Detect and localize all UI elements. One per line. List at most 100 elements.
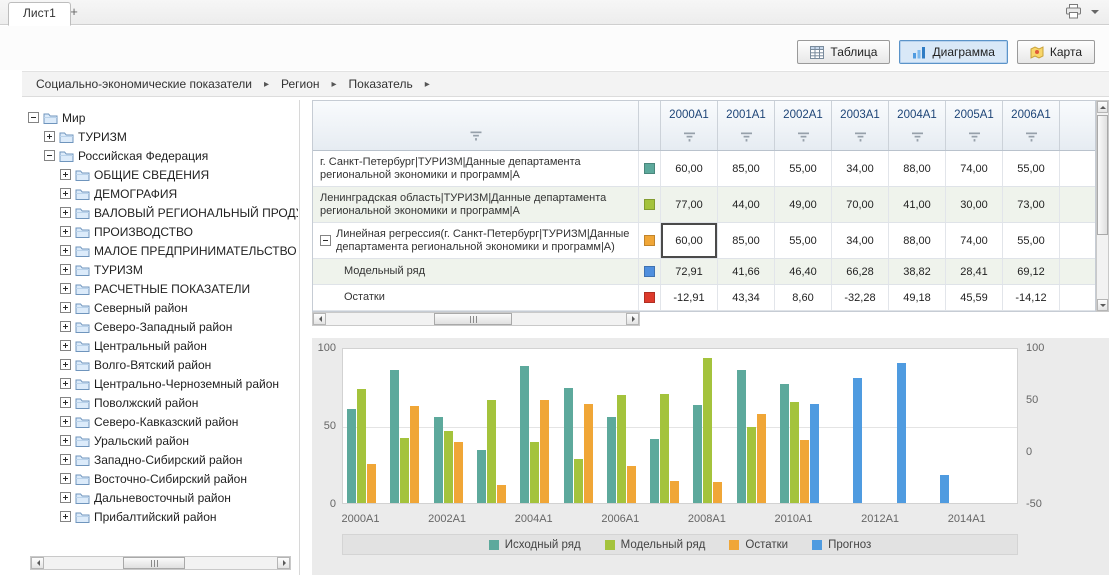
tree-item[interactable]: Дальневосточный район [22, 488, 298, 507]
legend-item-forecast[interactable]: Прогноз [812, 539, 871, 551]
tree-item[interactable]: Российская Федерация [22, 146, 298, 165]
tree-item[interactable]: Центрально-Черноземный район [22, 374, 298, 393]
tree-item[interactable]: Северо-Кавказский район [22, 412, 298, 431]
value-cell[interactable]: 30,00 [946, 187, 1003, 222]
value-cell[interactable]: -12,91 [661, 285, 718, 310]
expand-icon[interactable] [60, 321, 71, 332]
value-cell[interactable]: 55,00 [1003, 223, 1060, 258]
value-cell[interactable]: 69,12 [1003, 259, 1060, 284]
value-cell[interactable]: 55,00 [775, 151, 832, 186]
value-cell[interactable]: 85,00 [718, 223, 775, 258]
value-cell[interactable]: 45,59 [946, 285, 1003, 310]
expand-icon[interactable] [60, 302, 71, 313]
value-cell[interactable]: 43,34 [718, 285, 775, 310]
value-cell[interactable]: 44,00 [718, 187, 775, 222]
value-cell[interactable]: 55,00 [1003, 151, 1060, 186]
value-cell[interactable]: 73,00 [1003, 187, 1060, 222]
expand-icon[interactable] [60, 397, 71, 408]
row-name-cell[interactable]: Ленинградская область|ТУРИЗМ|Данные депа… [313, 187, 639, 222]
collapse-icon[interactable] [28, 112, 39, 123]
view-button-map[interactable]: Карта [1016, 40, 1095, 64]
row-name-cell[interactable]: Линейная регрессия(г. Санкт-Петербург|ТУ… [313, 223, 639, 258]
value-cell[interactable]: 77,00 [661, 187, 718, 222]
expand-icon[interactable] [60, 511, 71, 522]
sidebar-h-scrollbar[interactable] [30, 556, 291, 570]
column-header[interactable]: 2006A1 [1003, 101, 1060, 150]
value-cell[interactable]: 34,00 [832, 151, 889, 186]
expand-icon[interactable] [60, 188, 71, 199]
value-cell[interactable]: 74,00 [946, 151, 1003, 186]
expand-icon[interactable] [60, 454, 71, 465]
tree-item[interactable]: Мир [22, 108, 298, 127]
expand-icon[interactable] [60, 473, 71, 484]
filter-icon[interactable] [470, 131, 481, 141]
column-header[interactable]: 2000A1 [661, 101, 718, 150]
collapse-icon[interactable] [320, 235, 331, 246]
tree-item[interactable]: ТУРИЗМ [22, 127, 298, 146]
view-button-chart[interactable]: Диаграмма [899, 40, 1008, 64]
tree-item[interactable]: Восточно-Сибирский район [22, 469, 298, 488]
filter-icon[interactable] [740, 132, 752, 142]
scroll-down-arrow[interactable] [1097, 299, 1108, 311]
expand-icon[interactable] [44, 131, 55, 142]
tree-item[interactable]: ДЕМОГРАФИЯ [22, 184, 298, 203]
row-name-cell[interactable]: г. Санкт-Петербург|ТУРИЗМ|Данные департа… [313, 151, 639, 186]
expand-icon[interactable] [60, 416, 71, 427]
value-cell[interactable]: 49,00 [775, 187, 832, 222]
breadcrumb-item[interactable]: Показатель [348, 77, 413, 91]
collapse-icon[interactable] [44, 150, 55, 161]
filter-icon[interactable] [797, 132, 809, 142]
value-cell[interactable]: 88,00 [889, 223, 946, 258]
filter-icon[interactable] [683, 132, 695, 142]
column-header[interactable]: 2001A1 [718, 101, 775, 150]
value-cell[interactable]: 70,00 [832, 187, 889, 222]
value-cell[interactable]: 74,00 [946, 223, 1003, 258]
value-cell[interactable]: 66,28 [832, 259, 889, 284]
scroll-left-arrow[interactable] [31, 557, 44, 569]
value-cell[interactable]: 49,18 [889, 285, 946, 310]
value-cell[interactable]: 88,00 [889, 151, 946, 186]
tree-item[interactable]: ОБЩИЕ СВЕДЕНИЯ [22, 165, 298, 184]
expand-icon[interactable] [60, 378, 71, 389]
tree-item[interactable]: Волго-Вятский район [22, 355, 298, 374]
filter-icon[interactable] [911, 132, 923, 142]
view-button-table[interactable]: Таблица [797, 40, 891, 64]
scroll-thumb[interactable] [434, 313, 512, 325]
value-cell[interactable]: -14,12 [1003, 285, 1060, 310]
expand-icon[interactable] [60, 359, 71, 370]
tree-item[interactable]: Уральский район [22, 431, 298, 450]
value-cell[interactable]: -32,28 [832, 285, 889, 310]
scroll-track[interactable] [44, 557, 277, 569]
value-cell[interactable]: 85,00 [718, 151, 775, 186]
filter-icon[interactable] [854, 132, 866, 142]
tree-item[interactable]: МАЛОЕ ПРЕДПРИНИМАТЕЛЬСТВО [22, 241, 298, 260]
scroll-track[interactable] [326, 313, 626, 325]
tree-item[interactable]: Прибалтийский район [22, 507, 298, 526]
expand-icon[interactable] [60, 264, 71, 275]
value-cell[interactable]: 34,00 [832, 223, 889, 258]
scroll-thumb[interactable] [1097, 115, 1108, 235]
legend-item-model[interactable]: Модельный ряд [604, 539, 705, 551]
scroll-thumb[interactable] [123, 557, 186, 569]
expand-icon[interactable] [60, 340, 71, 351]
expand-icon[interactable] [60, 492, 71, 503]
column-header[interactable]: 2003A1 [832, 101, 889, 150]
scroll-up-arrow[interactable] [1097, 101, 1108, 113]
tree-item[interactable]: ВАЛОВЫЙ РЕГИОНАЛЬНЫЙ ПРОДУКТ [22, 203, 298, 222]
tree-item[interactable]: Западно-Сибирский район [22, 450, 298, 469]
table-h-scrollbar[interactable] [312, 312, 640, 326]
expand-icon[interactable] [60, 435, 71, 446]
scroll-left-arrow[interactable] [313, 313, 326, 325]
value-cell[interactable]: 72,91 [661, 259, 718, 284]
scroll-right-arrow[interactable] [626, 313, 639, 325]
value-cell[interactable]: 60,00 [661, 151, 718, 186]
tree-item[interactable]: Северо-Западный район [22, 317, 298, 336]
selected-value-cell[interactable]: 60,00 [661, 223, 718, 258]
value-cell[interactable]: 41,00 [889, 187, 946, 222]
table-v-scrollbar[interactable] [1096, 100, 1109, 312]
value-cell[interactable]: 46,40 [775, 259, 832, 284]
value-cell[interactable]: 55,00 [775, 223, 832, 258]
print-icon[interactable] [1065, 4, 1082, 19]
filter-icon[interactable] [968, 132, 980, 142]
legend-item-source[interactable]: Исходный ряд [488, 539, 581, 551]
